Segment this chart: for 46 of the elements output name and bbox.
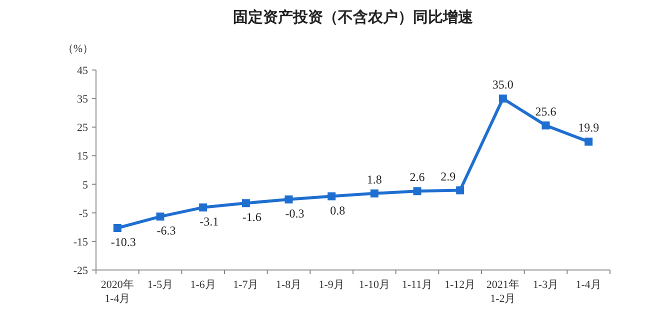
point (370, 189, 378, 198)
x-tick-label: 1-11月 (402, 279, 433, 291)
point (456, 186, 464, 194)
point (328, 192, 336, 200)
data-label: 19.9 (578, 120, 600, 135)
point (156, 212, 164, 221)
x-tick-label: 2021年 1-2月 (486, 279, 520, 305)
x-tick-label: 1-6月 (190, 279, 216, 291)
y-tick-label: 5 (82, 179, 88, 192)
x-tick-label: 2020年 1-4月 (100, 279, 134, 305)
y-tick-label: 15 (77, 150, 88, 163)
point (498, 94, 507, 103)
x-tick-label: 1-4月 (576, 279, 602, 291)
point (113, 224, 122, 232)
x-tick-label: 1-9月 (318, 279, 344, 291)
data-label: 2.6 (410, 170, 425, 184)
y-tick-label: 35 (77, 94, 88, 106)
data-label: -3.1 (200, 214, 219, 228)
x-tick-label: 1-12月 (444, 279, 476, 291)
y-axis-title: （%） (62, 43, 94, 55)
x-tick-label: 1-3月 (532, 279, 559, 291)
point (242, 199, 250, 208)
data-label: -1.6 (242, 210, 262, 224)
y-tick-label: 45 (77, 65, 88, 77)
point (413, 187, 422, 196)
x-tick-label: 1-7月 (233, 279, 259, 291)
chart-title: 固定资产投资（不含农户）同比增速 (233, 8, 474, 26)
x-tick-label: 1-5月 (147, 279, 174, 291)
data-label: -6.3 (156, 224, 176, 238)
data-label: -0.3 (285, 206, 304, 220)
point (542, 121, 550, 130)
x-tick-label: 1-8月 (276, 279, 302, 291)
data-label: 35.0 (492, 78, 514, 92)
data-label: 0.8 (330, 203, 346, 218)
data-label: 25.6 (535, 104, 556, 118)
y-tick-label: -25 (73, 265, 88, 277)
y-tick-label: -5 (78, 208, 88, 220)
y-tick-label: 25 (77, 122, 88, 134)
y-tick-label: -15 (73, 236, 88, 248)
point (284, 195, 293, 204)
x-tick-label: 1-10月 (358, 279, 390, 291)
data-label: 2.9 (440, 169, 456, 184)
data-label: -10.3 (110, 235, 136, 249)
point (199, 203, 208, 212)
data-label: 1.8 (366, 172, 382, 186)
point (584, 138, 593, 146)
